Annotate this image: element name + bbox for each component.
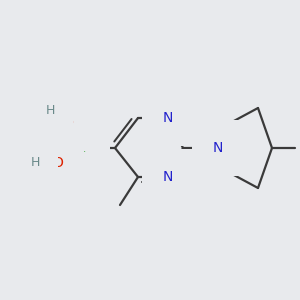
Text: O: O [52,156,63,170]
Text: O: O [63,116,74,130]
Text: B: B [77,140,87,155]
Text: N: N [163,170,173,184]
Text: H: H [45,103,55,116]
Text: N: N [163,111,173,125]
Text: N: N [213,141,223,155]
Text: H: H [30,155,40,169]
